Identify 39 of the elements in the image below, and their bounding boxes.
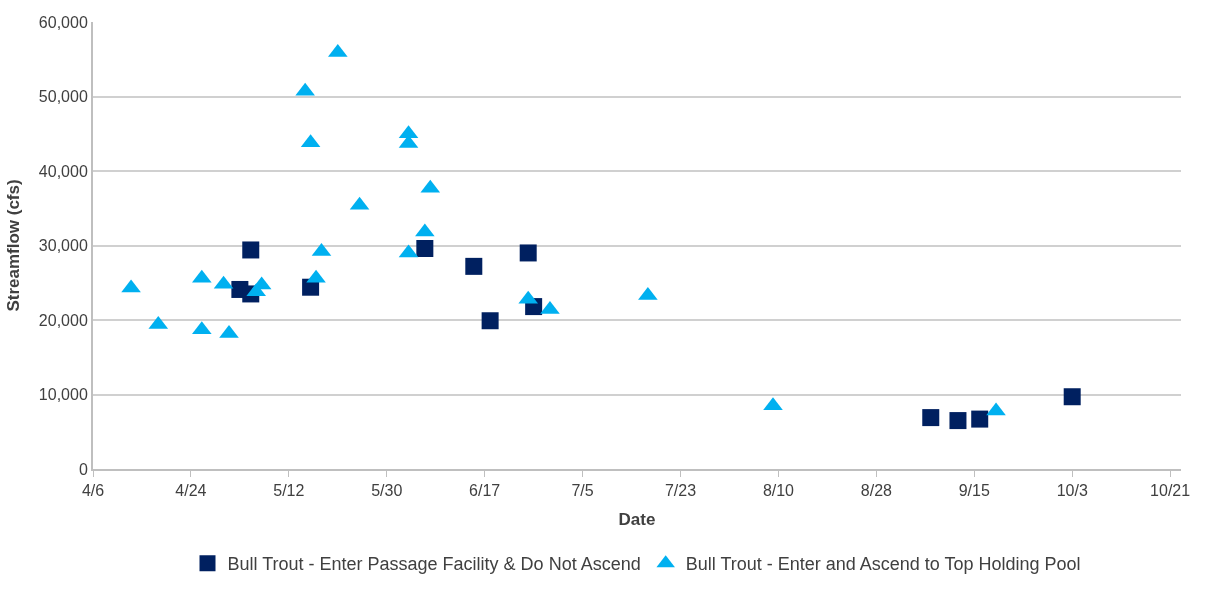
x-tick-label: 8/28 [860,482,893,500]
y-tick-label: 0 [78,460,88,478]
point [219,324,239,338]
point [121,279,141,293]
point [638,286,658,300]
point [519,244,537,262]
point [986,402,1006,416]
x-tick-label: 5/12 [273,482,305,500]
point [295,82,315,96]
x-tick-label: 7/5 [571,482,594,500]
y-axis-title: Streamflow (cfs) [3,179,23,312]
point [242,241,260,259]
y-tick-label: 40,000 [38,162,88,180]
point [416,239,434,257]
legend-label: Bull Trout - Enter and Ascend to Top Holding Pool [685,554,1081,575]
x-tick-label: 6/17 [469,482,501,500]
legend-label: Bull Trout - Enter Passage Facility & Do Not Ascend [227,554,641,575]
point [1063,388,1081,406]
y-tick-label: 30,000 [38,237,88,255]
x-tick-label: 4/24 [175,482,207,500]
point [306,269,326,283]
x-tick-label: 9/15 [958,482,990,500]
y-tick-label: 50,000 [38,88,88,106]
point [922,409,940,427]
point [481,312,499,330]
point [949,412,967,430]
point [465,257,483,275]
point [415,223,435,237]
x-axis-title: Date [618,510,656,530]
x-tick-label: 10/3 [1056,482,1088,500]
x-tick-label: 7/23 [664,482,697,500]
y-tick-label: 20,000 [38,311,88,329]
x-tick-label: 4/6 [81,482,105,500]
y-tick-label: 10,000 [38,386,88,404]
point [971,410,989,428]
x-tick-label: 8/10 [762,482,795,500]
x-tick-label: 5/30 [371,482,403,500]
y-tick-label: 60,000 [38,13,88,31]
x-tick-label: 10/21 [1150,482,1191,500]
